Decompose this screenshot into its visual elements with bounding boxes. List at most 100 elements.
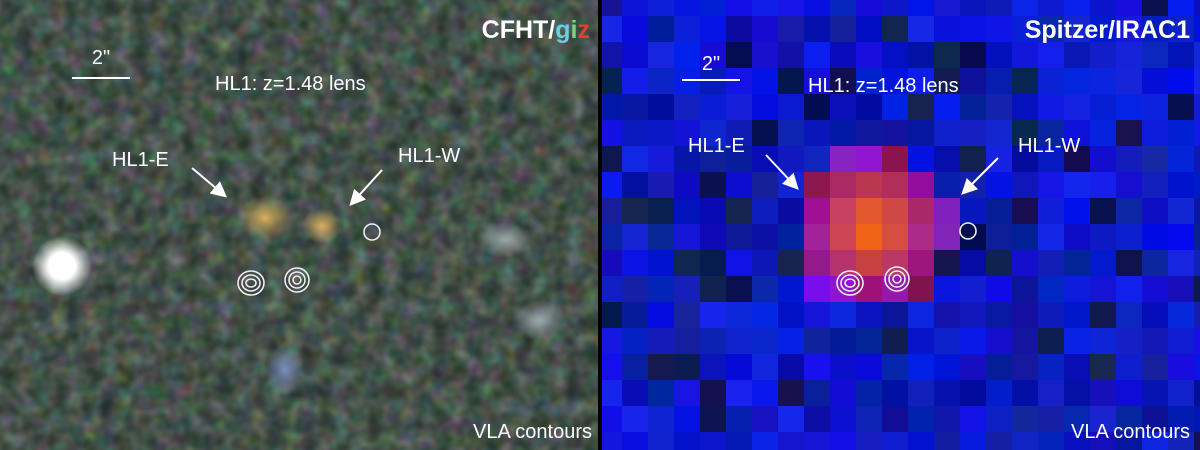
- background-pixel: [804, 146, 830, 172]
- background-pixel: [1038, 16, 1064, 42]
- background-pixel: [804, 94, 830, 120]
- background-pixel: [778, 42, 804, 68]
- background-pixel: [986, 302, 1012, 328]
- background-pixel: [752, 276, 778, 302]
- background-pixel: [856, 432, 882, 450]
- background-pixel: [1090, 354, 1116, 380]
- background-pixel: [1064, 172, 1090, 198]
- background-pixel: [1090, 42, 1116, 68]
- background-pixel: [986, 224, 1012, 250]
- background-pixel: [1012, 224, 1038, 250]
- background-pixel: [778, 0, 804, 16]
- background-pixel: [1168, 432, 1194, 450]
- background-pixel: [934, 276, 960, 302]
- background-pixel: [1168, 94, 1194, 120]
- background-pixel: [752, 198, 778, 224]
- arrow: [349, 169, 383, 206]
- background-pixel: [856, 16, 882, 42]
- background-pixel: [1142, 224, 1168, 250]
- background-pixel: [1194, 354, 1200, 380]
- background-pixel: [1142, 68, 1168, 94]
- background-pixel: [856, 146, 882, 172]
- background-pixel: [882, 328, 908, 354]
- background-pixel: [1116, 120, 1142, 146]
- background-pixel: [622, 276, 648, 302]
- background-pixel: [1116, 0, 1142, 16]
- background-pixel: [960, 380, 986, 406]
- background-pixel: [1194, 42, 1200, 68]
- background-pixel: [726, 432, 752, 450]
- background-pixel: [726, 276, 752, 302]
- background-pixel: [622, 328, 648, 354]
- background-pixel: [1142, 94, 1168, 120]
- background-pixel: [700, 406, 726, 432]
- background-pixel: [804, 354, 830, 380]
- background-pixel: [934, 432, 960, 450]
- background-pixel: [830, 380, 856, 406]
- background-pixel: [830, 224, 856, 250]
- background-pixel: [1194, 328, 1200, 354]
- background-pixel: [778, 68, 804, 94]
- background-pixel: [934, 380, 960, 406]
- background-pixel: [986, 16, 1012, 42]
- background-pixel: [602, 16, 622, 42]
- background-pixel: [1064, 0, 1090, 16]
- background-pixel: [648, 302, 674, 328]
- background-pixel: [1012, 68, 1038, 94]
- background-pixel: [648, 224, 674, 250]
- background-pixel: [1012, 94, 1038, 120]
- background-pixel: [1116, 276, 1142, 302]
- background-pixel: [908, 68, 934, 94]
- background-pixel: [1168, 354, 1194, 380]
- background-pixel: [622, 354, 648, 380]
- background-pixel: [882, 250, 908, 276]
- background-pixel: [830, 68, 856, 94]
- background-pixel: [1012, 0, 1038, 16]
- background-pixel: [1090, 0, 1116, 16]
- background-pixel: [960, 198, 986, 224]
- background-pixel: [1012, 120, 1038, 146]
- background-pixel: [856, 276, 882, 302]
- background-pixel: [986, 250, 1012, 276]
- background-pixel: [1064, 354, 1090, 380]
- background-pixel: [752, 224, 778, 250]
- background-pixel: [908, 94, 934, 120]
- background-pixel: [960, 328, 986, 354]
- background-pixel: [1194, 380, 1200, 406]
- background-pixel: [674, 42, 700, 68]
- background-pixel: [856, 354, 882, 380]
- background-pixel: [856, 250, 882, 276]
- background-pixel: [1142, 328, 1168, 354]
- background-pixel: [1090, 328, 1116, 354]
- background-pixel: [1194, 146, 1200, 172]
- background-pixel: [1168, 302, 1194, 328]
- background-pixel: [908, 224, 934, 250]
- background-pixel: [1142, 432, 1168, 450]
- background-pixel: [778, 380, 804, 406]
- background-pixel: [960, 42, 986, 68]
- background-pixel: [934, 328, 960, 354]
- background-pixel: [648, 198, 674, 224]
- background-pixel: [1142, 198, 1168, 224]
- background-pixel: [622, 302, 648, 328]
- lens-label: HL1: z=1.48 lens: [808, 75, 959, 97]
- background-pixel: [674, 302, 700, 328]
- background-pixel: [1168, 406, 1194, 432]
- background-pixel: [700, 276, 726, 302]
- background-pixel: [700, 328, 726, 354]
- background-pixel: [648, 432, 674, 450]
- background-pixel: [908, 16, 934, 42]
- background-pixel: [700, 146, 726, 172]
- background-pixel: [1168, 16, 1194, 42]
- background-pixel: [960, 16, 986, 42]
- background-pixel: [934, 146, 960, 172]
- background-pixel: [1142, 16, 1168, 42]
- background-pixel: [986, 354, 1012, 380]
- background-pixel: [700, 16, 726, 42]
- background-pixel: [622, 16, 648, 42]
- background-pixel: [1116, 94, 1142, 120]
- background-pixel: [1012, 406, 1038, 432]
- background-pixel: [622, 250, 648, 276]
- background-pixel: [752, 354, 778, 380]
- background-pixel: [804, 198, 830, 224]
